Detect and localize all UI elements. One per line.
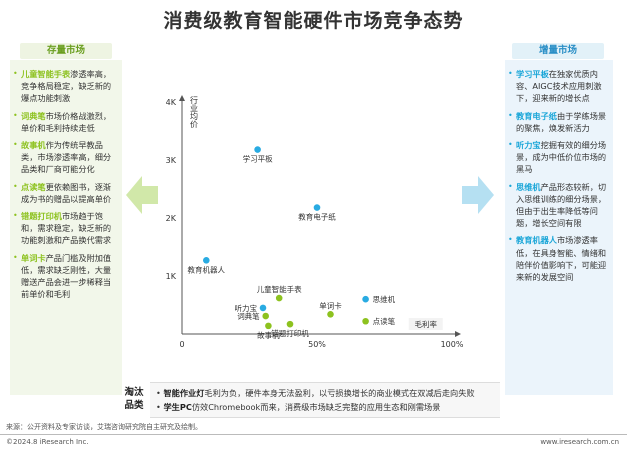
data-point — [362, 317, 369, 325]
left-arrow-icon — [126, 176, 158, 214]
growth-market-panel: • 学习平板在独家优质内容、AIGC技术应用刺激下，迎来新的增长点 • 教育电子纸由… — [505, 60, 613, 395]
bullet-icon: • — [508, 181, 513, 191]
data-point — [262, 312, 269, 320]
bullet-icon: • — [13, 69, 18, 78]
list-item: • 学生PC仿效Chromebook而来，消费级市场缺乏完整的应用生态和刚需场景 — [156, 402, 441, 412]
source-note: 来源：公开资料及专家访谈，艾瑞咨询研究院自主研究及绘制。 — [6, 423, 202, 431]
data-label: 故事机 — [257, 330, 280, 340]
list-item: • 教育机器人市场渗透率低，在具身智能、情绪和陪伴价值影响下，可能迎来新的发展空间 — [508, 235, 607, 283]
footer-divider — [0, 434, 627, 435]
x-axis-label: 毛利率 — [415, 319, 438, 329]
data-label: 儿童智能手表 — [257, 284, 302, 294]
data-label: 错题打印机 — [271, 328, 309, 338]
list-item: • 智能作业灯毛利为负，硬件本身无法盈利，以亏损换增长的商业模式在双减后走向失败 — [156, 388, 475, 398]
website-link[interactable]: www.iresearch.com.cn — [540, 438, 619, 446]
y-tick-label: 4K — [166, 98, 177, 107]
eliminated-category-label: 淘汰品类 — [124, 387, 144, 411]
data-label: 单词卡 — [319, 300, 342, 310]
bullet-icon: • — [13, 140, 18, 150]
stock-market-heading: 存量市场 — [20, 43, 112, 59]
x-tick-label: 0 — [179, 340, 184, 349]
list-item: • 听力宝挖掘有效的细分场景，成为中低价位市场的黑马 — [508, 140, 607, 175]
y-tick-label: 3K — [166, 156, 177, 165]
bullet-icon: • — [508, 235, 513, 245]
right-arrow-icon — [462, 176, 494, 214]
page-title: 消费级教育智能硬件市场竞争态势 — [163, 10, 464, 32]
data-point — [275, 294, 283, 302]
data-label: 思维机 — [373, 294, 396, 304]
list-item: • 故事机作为传统早教品类，市场渗透率高，细分品类和厂商可能分化 — [13, 140, 112, 175]
x-tick-label: 100% — [441, 340, 464, 349]
eliminated-category-box: • 智能作业灯毛利为负，硬件本身无法盈利，以亏损换增长的商业模式在双减后走向失败… — [150, 382, 500, 418]
data-label: 听力宝 — [235, 303, 258, 313]
data-label: 词典笔 — [237, 311, 260, 321]
list-item: • 教育电子纸由于学练场景的聚焦，焕发新活力 — [508, 110, 607, 133]
data-point — [327, 310, 334, 318]
bullet-icon: • — [13, 110, 18, 120]
list-item: • 学习平板在独家优质内容、AIGC技术应用刺激下，迎来新的增长点 — [508, 69, 602, 104]
x-tick-label: 50% — [308, 340, 326, 349]
bullet-icon: • — [508, 110, 513, 120]
y-tick-label: 2K — [166, 214, 177, 223]
data-label: 教育机器人 — [188, 264, 226, 274]
bullet-icon: • — [13, 181, 18, 191]
copyright: ©2024.8 iResearch Inc. — [6, 438, 89, 446]
data-point — [286, 320, 294, 328]
bullet-icon: • — [508, 69, 513, 78]
data-label: 教育电子纸 — [298, 212, 336, 222]
data-point — [203, 257, 210, 264]
bullet-icon: • — [13, 252, 18, 262]
y-axis-label: 行业均价 — [190, 95, 199, 128]
list-item: • 错题打印机市场趋于饱和，需求稳定，缺乏新的功能刺激和产品换代需求 — [13, 211, 112, 246]
data-label: 点读笔 — [373, 316, 396, 326]
bullet-icon: • — [508, 140, 513, 150]
stock-market-panel: • 儿童智能手表渗透率高，竞争格局稳定，缺乏新的爆点功能刺激 • 词典笔市场价格战激… — [10, 60, 122, 395]
data-point — [313, 204, 321, 211]
list-item: • 单词卡产品门槛及附加值低，需求缺乏刚性，大量赠送产品会进一步稀释当前单价和毛利 — [13, 252, 112, 300]
list-item: • 词典笔市场价格战激烈，单价和毛利持续走低 — [13, 110, 112, 133]
list-item: • 思维机产品形态较新，切入思维训练的细分场景，但由于出生率降低等问题，增长空间有… — [508, 181, 607, 229]
data-point — [254, 146, 261, 153]
growth-market-heading: 增量市场 — [512, 43, 604, 59]
data-point — [265, 322, 272, 330]
y-tick-label: 1K — [166, 272, 177, 281]
list-item: • 儿童智能手表渗透率高，竞争格局稳定，缺乏新的爆点功能刺激 — [13, 69, 112, 104]
x-axis-label-bg — [408, 318, 443, 330]
bullet-icon: • — [13, 211, 18, 221]
chart-ticks: 0 50% 100% 1K 2K 3K 4K — [166, 98, 464, 349]
data-point — [259, 304, 267, 312]
data-point — [362, 295, 369, 303]
list-item: • 点读笔更依赖图书，逐渐成为书的赠品以提高单价 — [13, 181, 112, 204]
data-label: 学习平板 — [243, 154, 273, 164]
